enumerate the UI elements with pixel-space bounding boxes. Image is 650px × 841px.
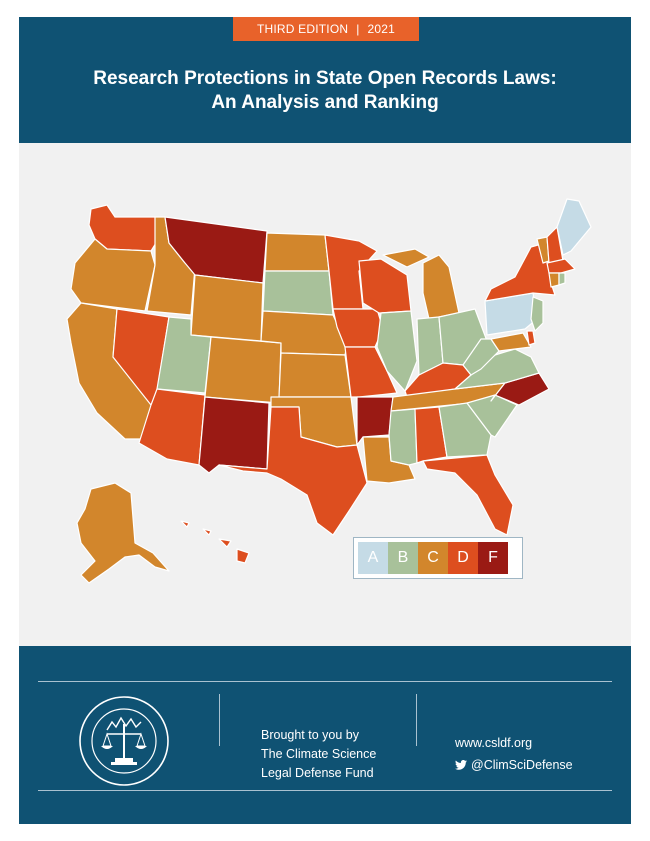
twitter-handle-text: @ClimSciDefense <box>471 758 573 772</box>
edition-year: 2021 <box>367 22 396 36</box>
contact-info: www.csldf.org @ClimSciDefense <box>455 732 573 776</box>
cover-footer: Brought to you by The Climate Science Le… <box>19 646 631 824</box>
state-south-carolina <box>466 394 518 438</box>
state-delaware <box>526 330 536 346</box>
scales-of-justice-seal-icon <box>79 696 169 786</box>
report-cover: THIRD EDITION | 2021 Research Protection… <box>19 17 631 824</box>
state-colorado <box>204 336 282 404</box>
state-new-mexico <box>198 396 270 474</box>
cover-header: THIRD EDITION | 2021 Research Protection… <box>19 17 631 143</box>
footer-top-rule <box>38 681 612 682</box>
title-line-1: Research Protections in State Open Recor… <box>93 68 557 89</box>
legend-grade-d: D <box>448 542 478 574</box>
state-minnesota <box>324 234 378 310</box>
title-line-2: An Analysis and Ranking <box>211 92 439 113</box>
twitter-handle[interactable]: @ClimSciDefense <box>455 754 573 776</box>
state-wisconsin <box>358 258 412 314</box>
state-virginia <box>454 348 540 390</box>
sponsor-text: Brought to you by The Climate Science Le… <box>261 726 376 783</box>
website-link[interactable]: www.csldf.org <box>455 736 533 750</box>
map-area: A B C D F <box>19 143 631 646</box>
legend-grade-b: B <box>388 542 418 574</box>
state-new-jersey <box>530 296 544 332</box>
state-wyoming <box>190 274 264 342</box>
state-alabama <box>414 406 448 464</box>
state-oregon <box>70 238 156 312</box>
state-massachusetts <box>546 258 576 274</box>
state-missouri <box>344 346 398 398</box>
footer-bottom-rule <box>38 790 612 791</box>
state-south-dakota <box>262 270 334 316</box>
state-connecticut <box>548 272 560 288</box>
edition-badge: THIRD EDITION | 2021 <box>233 17 419 41</box>
edition-separator: | <box>356 22 360 36</box>
grade-legend: A B C D F <box>353 537 523 579</box>
state-maine <box>556 198 592 256</box>
state-hawaii <box>180 520 250 564</box>
state-rhode-island <box>558 272 566 286</box>
us-state-grades-map <box>66 198 592 584</box>
state-kansas <box>278 352 352 398</box>
sponsor-line-1: Brought to you by <box>261 728 359 742</box>
sponsor-line-3: Legal Defense Fund <box>261 766 374 780</box>
state-mississippi <box>388 408 418 466</box>
state-georgia <box>438 402 492 458</box>
report-title: Research Protections in State Open Recor… <box>19 67 631 115</box>
state-alaska <box>76 482 170 584</box>
state-michigan <box>422 254 460 320</box>
state-michigan-upper <box>382 248 430 268</box>
state-arkansas <box>356 396 394 446</box>
state-texas <box>218 406 368 536</box>
sponsor-line-2: The Climate Science <box>261 747 377 761</box>
twitter-bird-icon <box>455 760 467 770</box>
legend-grade-c: C <box>418 542 448 574</box>
legend-grade-f: F <box>478 542 508 574</box>
footer-divider-left <box>219 694 220 746</box>
edition-label: THIRD EDITION <box>256 22 349 36</box>
legend-grade-a: A <box>358 542 388 574</box>
state-maryland <box>490 332 532 352</box>
state-florida <box>422 454 514 536</box>
state-north-dakota <box>264 232 330 272</box>
footer-divider-right <box>416 694 417 746</box>
